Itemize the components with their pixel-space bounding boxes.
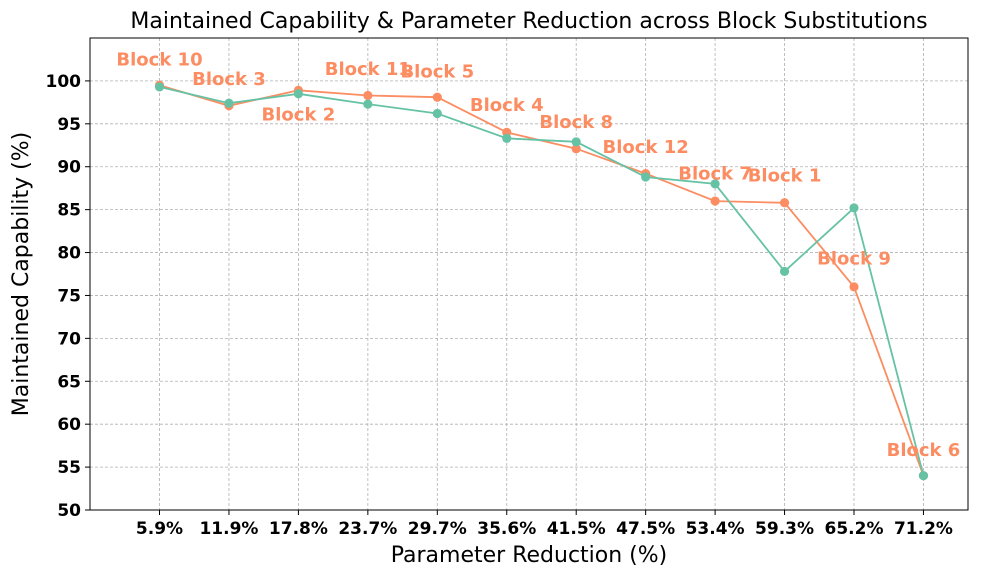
x-tick-label: 65.2% <box>825 519 884 539</box>
series-group <box>154 80 929 481</box>
series-1-point <box>432 92 442 102</box>
block-annotation: Block 6 <box>887 440 961 461</box>
y-tick-label: 55 <box>57 458 81 478</box>
x-tick-label: 59.3% <box>755 519 814 539</box>
series-2-point <box>293 89 303 99</box>
block-annotation: Block 10 <box>116 49 202 70</box>
series-line-1 <box>159 84 925 477</box>
series-2-point <box>779 266 790 277</box>
series-2-point <box>432 108 442 119</box>
x-tick-label: 53.4% <box>686 519 745 539</box>
x-tick-label: 71.2% <box>894 519 953 539</box>
series-2-point <box>224 98 234 108</box>
block-annotation: Block 9 <box>817 249 891 270</box>
chart-title: Maintained Capability & Parameter Reduct… <box>130 9 927 34</box>
block-annotation: Block 1 <box>748 165 822 186</box>
y-tick-label: 100 <box>46 72 82 92</box>
series-2-point <box>641 172 651 182</box>
y-axis-label: Maintained Capability (%) <box>9 132 34 416</box>
x-tick-label: 17.8% <box>269 519 328 539</box>
y-axis: 50 55 60 65 70 75 80 85 90 95 100 <box>46 72 90 521</box>
series-1-point <box>571 144 581 154</box>
series-2-point <box>849 203 859 213</box>
x-tick-label: 23.7% <box>338 519 397 539</box>
y-tick-label: 50 <box>57 501 81 521</box>
series-2-point <box>363 99 373 109</box>
plot-frame <box>89 37 969 511</box>
series-line-2 <box>159 86 925 476</box>
series-2-point <box>502 133 512 144</box>
series-1-point <box>710 196 720 206</box>
y-tick-label: 65 <box>57 372 81 392</box>
x-tick-label: 5.9% <box>136 519 183 539</box>
series-1-point <box>363 90 373 101</box>
series-2-point <box>918 471 929 481</box>
series-2-point <box>154 82 165 92</box>
x-tick-label: 35.6% <box>477 519 536 539</box>
y-tick-label: 70 <box>57 329 81 349</box>
series-2-point <box>710 179 720 189</box>
y-tick-label: 75 <box>57 286 81 306</box>
y-tick-label: 80 <box>57 244 81 264</box>
x-axis: 5.9% 11.9% 17.8% 23.7% 29.7% 35.6% 41.5% 47.5% 5… <box>136 510 953 539</box>
block-annotation: Block 12 <box>603 137 689 158</box>
series-1-point <box>849 282 859 292</box>
block-annotation: Block 3 <box>192 69 266 90</box>
block-annotation: Block 8 <box>539 112 613 133</box>
block-annotation: Block 2 <box>262 104 336 125</box>
block-annotation: Block 7 <box>678 164 752 185</box>
y-tick-label: 60 <box>57 415 81 435</box>
y-tick-label: 85 <box>57 201 81 221</box>
x-tick-label: 47.5% <box>616 519 675 539</box>
block-annotation: Block 11 <box>325 59 411 80</box>
x-axis-label: Parameter Reduction (%) <box>391 543 668 568</box>
series-2-point <box>571 137 581 147</box>
y-tick-label: 95 <box>57 115 81 135</box>
block-annotation: Block 5 <box>400 61 474 82</box>
y-tick-label: 90 <box>57 158 81 178</box>
x-tick-label: 41.5% <box>547 519 606 539</box>
x-tick-label: 29.7% <box>408 519 467 539</box>
series-1-point <box>779 198 790 208</box>
block-annotation: Block 4 <box>470 95 544 116</box>
x-tick-label: 11.9% <box>199 519 258 539</box>
